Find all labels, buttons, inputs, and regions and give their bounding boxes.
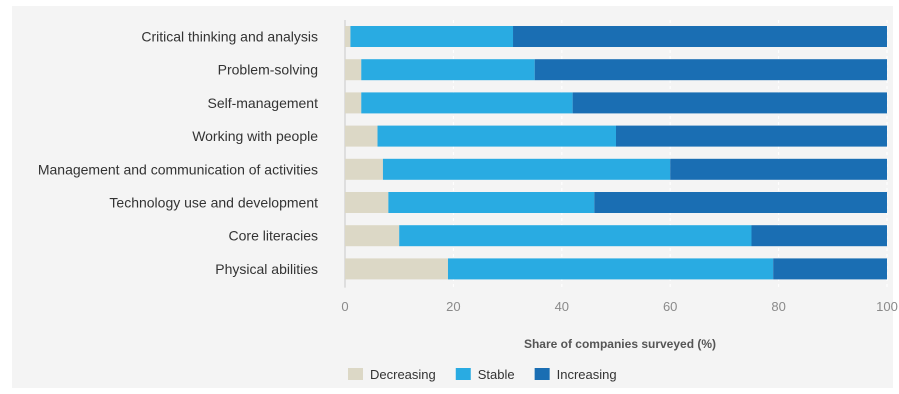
x-tick-label: 100 [876,299,898,314]
bar-segment-increasing [751,225,887,247]
legend-label-stable: Stable [478,367,515,382]
bar-segment-increasing [594,192,887,213]
bar-segment-increasing [534,59,887,81]
bar-segment-decreasing [345,258,448,280]
category-labels: Critical thinking and analysis Problem-so… [38,29,318,277]
bar-segment-stable [382,158,671,180]
bar-segment-decreasing [345,158,383,180]
legend: Decreasing Stable Increasing [348,367,617,382]
bar-segment-stable [361,59,535,81]
category-label: Self-management [207,95,318,111]
bar-segment-increasing [572,92,887,114]
category-label: Critical thinking and analysis [141,29,318,45]
category-label: Management and communication of activiti… [38,161,318,177]
bars [345,26,887,280]
x-tick-label: 20 [446,299,460,314]
category-label: Technology use and development [109,195,318,211]
bar-segment-stable [377,125,616,147]
legend-swatch-decreasing [348,368,363,380]
category-label: Problem-solving [218,62,318,78]
x-tick-label: 40 [555,299,569,314]
legend-label-increasing: Increasing [557,367,617,382]
category-label: Working with people [192,128,318,144]
x-tick-label: 0 [341,299,348,314]
category-label: Core literacies [229,228,318,244]
bar-segment-increasing [513,26,887,47]
bar-segment-decreasing [345,59,362,81]
bar-segment-stable [350,26,514,47]
bar-segment-decreasing [345,26,351,47]
legend-swatch-stable [455,368,471,380]
legend-swatch-increasing [534,368,550,380]
x-axis-ticks: 0 20 40 60 80 100 [341,299,897,314]
bar-segment-increasing [773,258,887,280]
bar-segment-stable [361,92,573,114]
x-tick-label: 80 [771,299,785,314]
legend-label-decreasing: Decreasing [370,367,436,382]
bar-segment-stable [388,192,595,213]
x-axis-title: Share of companies surveyed (%) [524,337,716,351]
bar-segment-decreasing [345,225,400,247]
bar-segment-decreasing [345,192,389,213]
bar-segment-decreasing [345,92,362,114]
category-label: Physical abilities [215,261,318,277]
bar-segment-increasing [616,125,887,147]
bar-segment-decreasing [345,125,378,147]
bar-segment-stable [399,225,752,247]
bar-segment-stable [447,258,774,280]
bar-segment-increasing [670,158,887,180]
x-tick-label: 60 [663,299,677,314]
